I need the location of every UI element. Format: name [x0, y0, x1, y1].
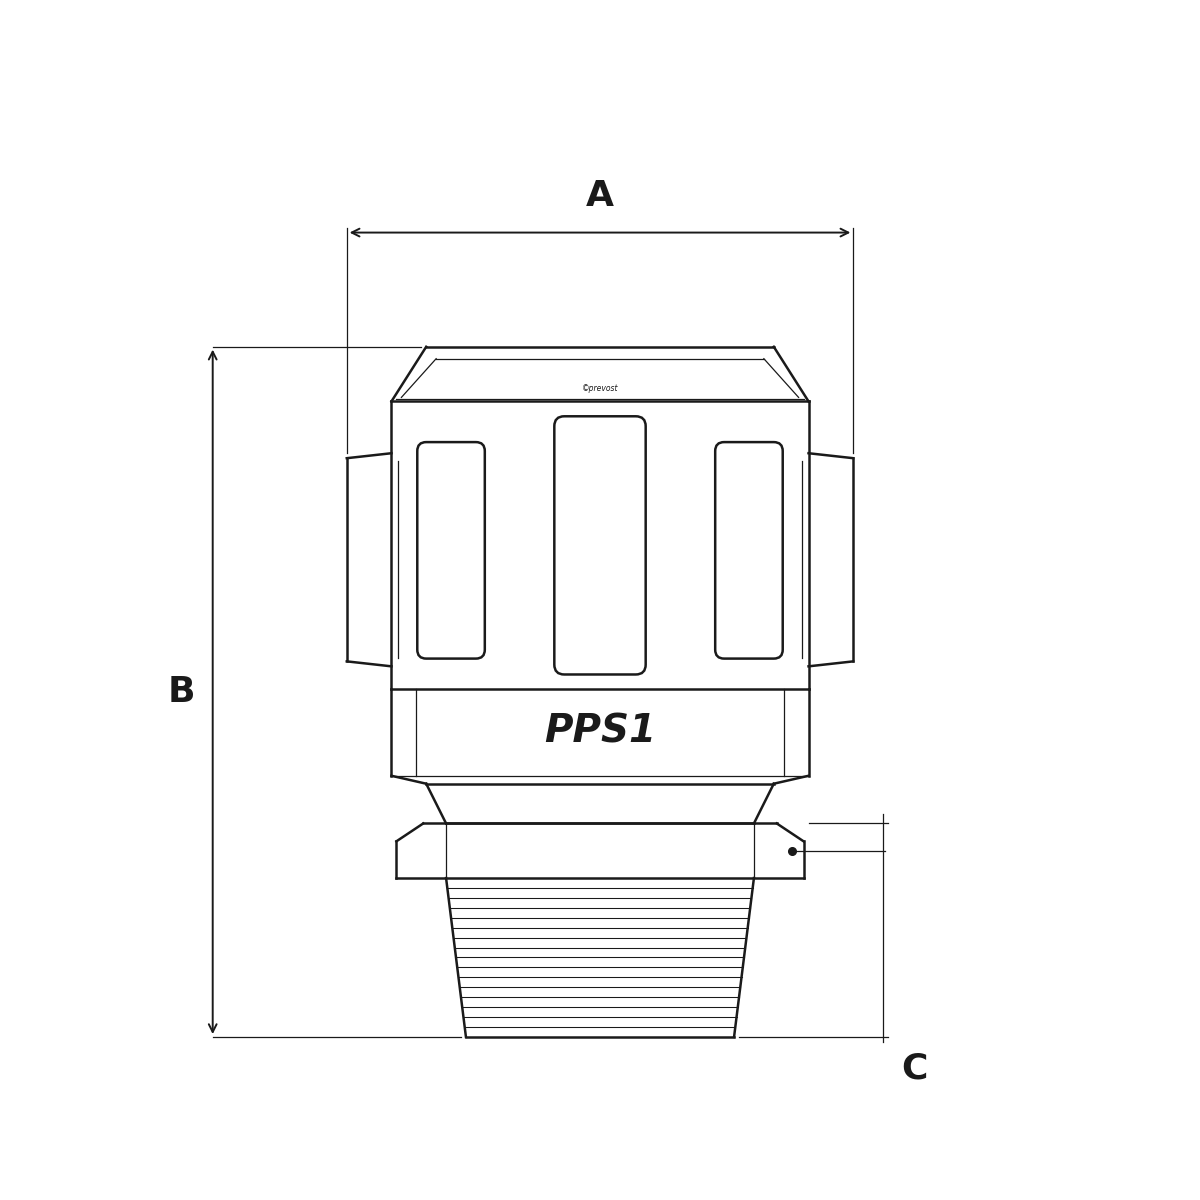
Text: A: A	[586, 179, 614, 212]
Text: ©prevost: ©prevost	[582, 384, 618, 394]
Text: B: B	[167, 674, 194, 709]
Text: C: C	[901, 1052, 928, 1086]
Text: PPS1: PPS1	[544, 713, 656, 750]
